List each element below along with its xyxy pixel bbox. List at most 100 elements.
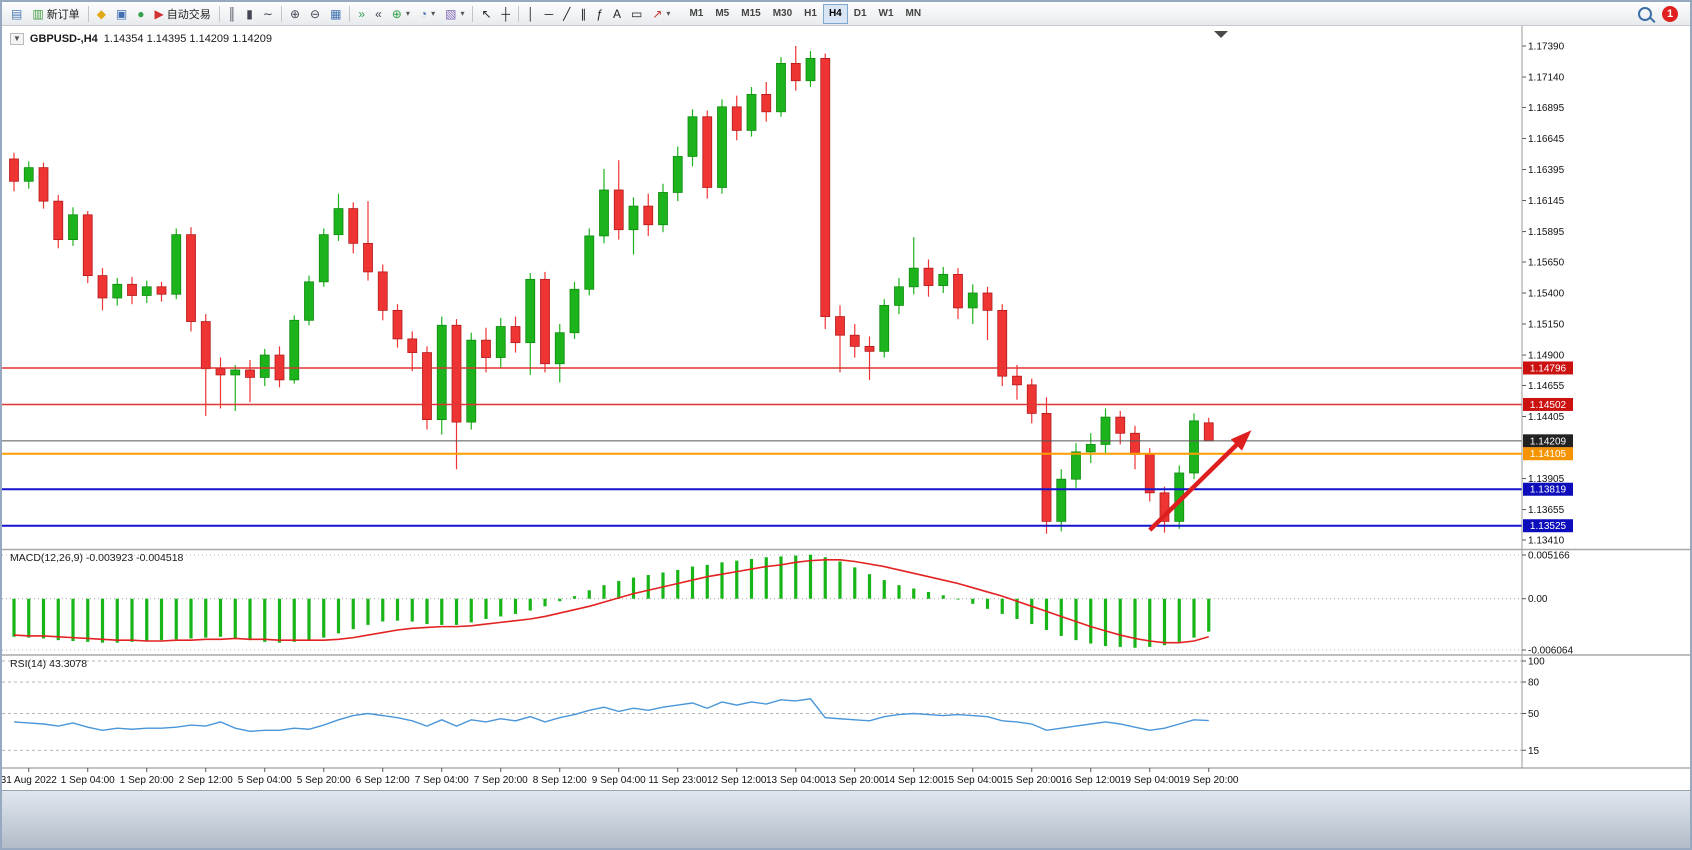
axis-label: 5 Sep 20:00 bbox=[297, 775, 351, 786]
autotrading-button-label: 自动交易 bbox=[166, 8, 211, 21]
notification-badge[interactable]: 1 bbox=[1662, 5, 1678, 22]
toolbar-right-group: 1 bbox=[1638, 5, 1686, 22]
candle bbox=[879, 299, 890, 358]
axis-label: 1.13525 bbox=[1530, 521, 1567, 532]
timeframe-m5-button[interactable]: M5 bbox=[709, 4, 735, 24]
text-button[interactable]: A bbox=[608, 4, 626, 24]
cursor-button[interactable]: ↖ bbox=[476, 4, 496, 24]
price-axis[interactable]: 1.17390 1.17140 1.16895 1.16645 1.16395 1.161… bbox=[1521, 26, 1565, 768]
timeframe-h4-button[interactable]: H4 bbox=[822, 3, 848, 24]
navigator-icon: ● bbox=[137, 6, 145, 21]
candlestick-chart-icon: ▮ bbox=[246, 6, 253, 21]
rsi-indicator-value: 43.3078 bbox=[49, 658, 88, 670]
candle bbox=[304, 275, 314, 326]
oneclick-collapse-button[interactable]: ▼ bbox=[10, 33, 24, 45]
macd-panel: 0.005166 0.00 -0.006064 bbox=[2, 551, 1573, 657]
candle bbox=[1056, 469, 1067, 532]
trendline-button[interactable]: ╱ bbox=[558, 4, 575, 24]
trend-arrow[interactable] bbox=[1148, 430, 1252, 532]
zoom-out-button[interactable]: ⊖ bbox=[305, 4, 325, 24]
candle bbox=[569, 281, 580, 339]
timeframe-m30-button[interactable]: M30 bbox=[767, 4, 798, 24]
axis-label: 1.14105 bbox=[1530, 449, 1567, 460]
axis-label: 1.13655 bbox=[1528, 505, 1565, 516]
vertical-line-button[interactable]: │ bbox=[522, 4, 540, 24]
price-line-label bbox=[1523, 361, 1573, 375]
metaeditor-button[interactable]: ◆ bbox=[92, 4, 111, 24]
channel-icon: ∥ bbox=[580, 6, 587, 21]
candle bbox=[746, 86, 757, 137]
indicators-list-button[interactable]: ⊕ ▾ bbox=[387, 4, 415, 24]
text-label-icon: ▭ bbox=[631, 6, 643, 21]
price-line-label bbox=[1523, 434, 1573, 448]
candle bbox=[156, 281, 167, 302]
axis-label: 1.14655 bbox=[1528, 381, 1565, 392]
price-line-label bbox=[1523, 397, 1573, 411]
chart-canvas[interactable]: 1.14796 1.14502 1.14209 1.14105 1.13819 1.135… bbox=[2, 26, 1692, 850]
axis-label: 1.15400 bbox=[1528, 289, 1565, 300]
macd-panel-label: MACD(12,26,9) -0.003923 -0.004518 bbox=[10, 552, 183, 564]
market-watch-button[interactable]: ▣ bbox=[111, 4, 132, 24]
autotrading-button[interactable]: ▶ 自动交易 bbox=[150, 4, 216, 24]
candle bbox=[392, 304, 403, 348]
toolbar-separator bbox=[349, 5, 351, 22]
candle bbox=[1041, 397, 1052, 534]
candle bbox=[1144, 448, 1155, 502]
periods-button[interactable]: ◔ ▾ bbox=[415, 4, 440, 24]
axis-label: 16 Sep 12:00 bbox=[1061, 775, 1121, 786]
new-order-button[interactable]: ▥ 新订单 bbox=[27, 4, 84, 24]
candle bbox=[1012, 364, 1022, 400]
line-chart-button[interactable]: ∼ bbox=[258, 4, 278, 24]
timeframe-m15-button[interactable]: M15 bbox=[735, 4, 766, 24]
macd-signal-line bbox=[13, 558, 1209, 644]
timeframe-m1-button[interactable]: M1 bbox=[683, 4, 709, 24]
toolbar-separator bbox=[280, 5, 282, 22]
bar-chart-button[interactable]: ║ bbox=[223, 4, 242, 24]
zoom-in-button[interactable]: ⊕ bbox=[285, 4, 305, 24]
candle bbox=[938, 266, 949, 293]
time-axis[interactable]: 31 Aug 2022 1 Sep 04:00 1 Sep 20:00 2 Sep 1… bbox=[2, 767, 1692, 786]
rsi-panel-label: RSI(14) 43.3078 bbox=[10, 658, 87, 670]
tile-windows-button[interactable]: ▦ bbox=[325, 4, 346, 24]
indicators-list-icon: ⊕ bbox=[391, 6, 402, 21]
axis-label: 100 bbox=[1528, 657, 1545, 668]
timeframe-w1-button[interactable]: W1 bbox=[873, 4, 900, 24]
candle bbox=[849, 324, 860, 358]
candle bbox=[1189, 413, 1199, 480]
toolbar: ▤ ▥ 新订单 ◆ ▣ ● ▶ 自动交易 ║ ▮ ∼ ⊕ ⊖ ▦» «⊕ ▾ ◔ ▾ ▧ ▾ ↖ ┼ │ ─ ╱ ∥ ƒ A ▭ ↗ ▾ M… bbox=[2, 2, 1690, 26]
timeframe-d1-button[interactable]: D1 bbox=[848, 4, 873, 24]
timeframe-mn-button[interactable]: MN bbox=[900, 4, 928, 24]
axis-label: 1.13819 bbox=[1530, 485, 1567, 496]
chart-shift-marker-icon[interactable] bbox=[1214, 31, 1228, 38]
fibonacci-button[interactable]: ƒ bbox=[591, 4, 608, 24]
arrows-button[interactable]: ↗ ▾ bbox=[647, 4, 675, 24]
rsi-indicator-name: RSI(14) bbox=[10, 658, 47, 670]
candle bbox=[407, 331, 418, 372]
candle bbox=[761, 81, 772, 122]
periods-icon: ◔ bbox=[419, 6, 428, 21]
text-label-button[interactable]: ▭ bbox=[626, 4, 647, 24]
dropdown-caret-icon: ▾ bbox=[431, 9, 436, 18]
axis-label: 14 Sep 12:00 bbox=[884, 775, 944, 786]
navigator-button[interactable]: ● bbox=[132, 4, 149, 24]
horizontal-line-button[interactable]: ─ bbox=[540, 4, 559, 24]
chart-shift-button[interactable]: « bbox=[370, 4, 387, 24]
candle bbox=[97, 268, 108, 311]
symbol-period-label: GBPUSD-,H4 bbox=[29, 33, 98, 45]
timeframe-h1-button[interactable]: H1 bbox=[798, 4, 823, 24]
candle bbox=[687, 109, 698, 167]
candle bbox=[1115, 410, 1126, 445]
candlestick-chart-button[interactable]: ▮ bbox=[241, 4, 258, 24]
new-chart-button[interactable]: ▤ bbox=[6, 4, 27, 24]
candle bbox=[1100, 408, 1111, 455]
search-icon[interactable] bbox=[1638, 6, 1652, 21]
channel-button[interactable]: ∥ bbox=[575, 4, 591, 24]
axis-label: 12 Sep 12:00 bbox=[707, 775, 767, 786]
crosshair-button[interactable]: ┼ bbox=[497, 4, 516, 24]
templates-button[interactable]: ▧ ▾ bbox=[440, 4, 469, 24]
price-line-label bbox=[1523, 447, 1573, 461]
new-order-button-label: 新订单 bbox=[46, 8, 80, 21]
auto-scroll-button[interactable]: » bbox=[353, 4, 370, 24]
candle bbox=[141, 280, 152, 303]
